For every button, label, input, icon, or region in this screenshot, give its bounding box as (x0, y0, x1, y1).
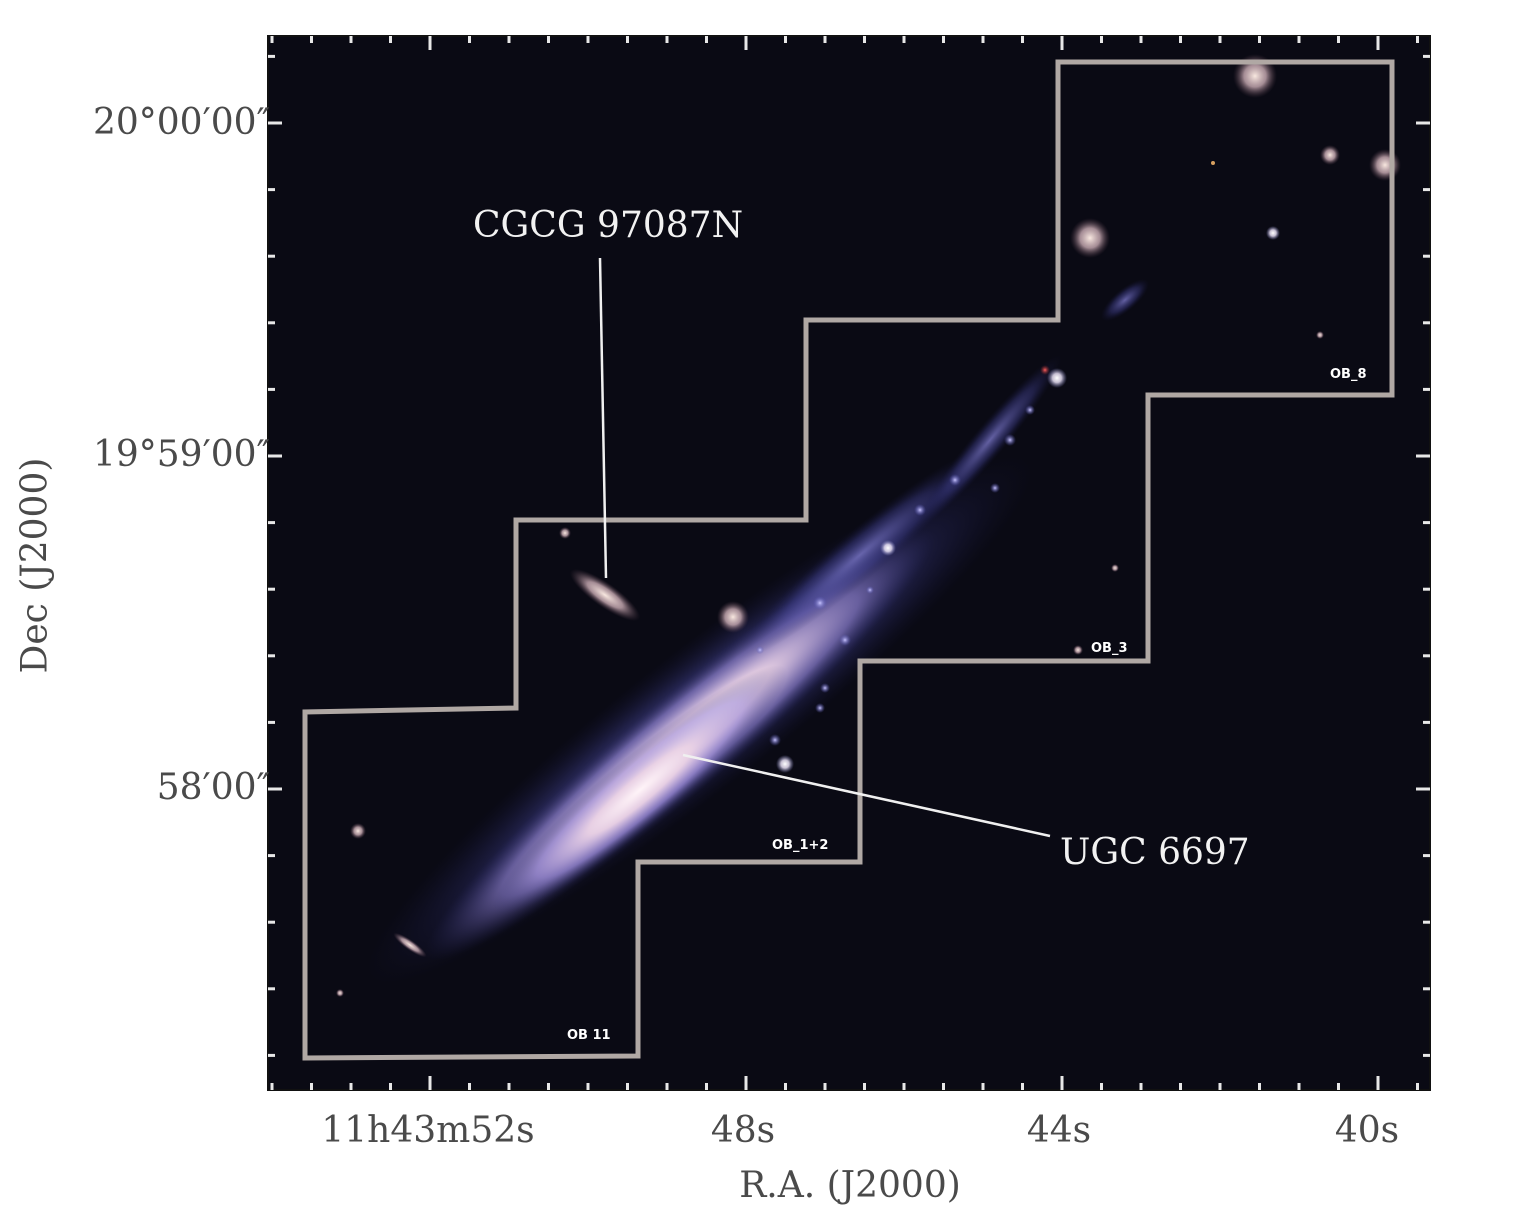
plot-frame (267, 35, 1431, 1091)
field-objects (336, 54, 1401, 997)
x-tick-label: 48s (710, 1110, 776, 1151)
annotation-ugc6697: UGC 6697 (1060, 832, 1250, 873)
galaxy-core (492, 665, 788, 915)
y-axis-title: Dec (J2000) (14, 457, 56, 674)
footprint-outline (302, 59, 1395, 1061)
y-tick-label: 58′00″ (156, 767, 270, 808)
x-tick-label: 11h43m52s (321, 1110, 535, 1151)
field-label-ob3: OB_3 (1091, 641, 1128, 656)
galaxy-cgcg97087n (569, 568, 641, 622)
tick-marks (268, 36, 1430, 1090)
galaxy-arm (736, 450, 984, 660)
y-tick-label: 19°59′00″ (92, 434, 270, 475)
x-tick-label: 44s (1026, 1110, 1092, 1151)
leader-line-ugc (682, 753, 1051, 838)
x-axis-title: R.A. (J2000) (739, 1165, 961, 1206)
knots (756, 365, 1067, 773)
field-label-ob8: OB_8 (1330, 367, 1367, 382)
leader-line-cgcg (598, 257, 608, 579)
field-label-ob11: OB 11 (567, 1028, 611, 1043)
y-tick-label: 20°00′00″ (92, 102, 270, 143)
field-label-ob12: OB_1+2 (772, 838, 828, 853)
x-tick-label: 40s (1334, 1110, 1400, 1151)
annotation-cgcg97087n: CGCG 97087N (473, 205, 743, 246)
sky-image (302, 54, 1401, 1061)
